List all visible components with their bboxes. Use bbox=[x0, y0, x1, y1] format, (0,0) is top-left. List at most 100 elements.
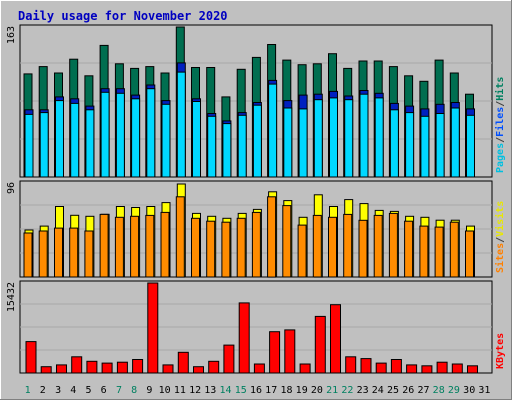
bar-kbytes-21 bbox=[330, 304, 341, 374]
bar-sites-26 bbox=[404, 220, 414, 278]
bar-pages-12 bbox=[192, 101, 201, 178]
bar-pages-1 bbox=[24, 113, 34, 178]
legend-entry: / bbox=[495, 137, 506, 143]
bar-pages-5 bbox=[85, 109, 95, 178]
bar-sites-12 bbox=[191, 217, 200, 278]
bar-pages-6 bbox=[100, 91, 110, 178]
bar-kbytes-7 bbox=[116, 361, 128, 374]
bar-kbytes-1 bbox=[25, 341, 37, 374]
bar-kbytes-16 bbox=[253, 363, 265, 374]
bar-kbytes-4 bbox=[71, 356, 83, 374]
bar-sites-13 bbox=[206, 220, 216, 278]
bar-sites-24 bbox=[373, 214, 383, 278]
bar-sites-23 bbox=[358, 219, 368, 278]
x-tick-label-22: 22 bbox=[341, 385, 353, 396]
bar-sites-21 bbox=[328, 216, 337, 278]
x-tick-label-8: 8 bbox=[131, 385, 137, 396]
panel-legend: Pages/Files/Hits bbox=[494, 77, 506, 173]
bar-pages-21 bbox=[329, 97, 338, 178]
x-tick-label-12: 12 bbox=[189, 385, 201, 396]
x-tick-label-9: 9 bbox=[146, 385, 152, 396]
bar-pages-10 bbox=[161, 103, 171, 178]
bar-kbytes-28 bbox=[436, 361, 448, 374]
bar-sites-22 bbox=[343, 213, 353, 278]
bar-sites-17 bbox=[267, 196, 277, 278]
bar-sites-5 bbox=[84, 230, 94, 278]
bar-kbytes-30 bbox=[467, 365, 478, 374]
x-tick-label-14: 14 bbox=[219, 385, 231, 396]
bar-sites-2 bbox=[38, 230, 48, 278]
bar-kbytes-14 bbox=[223, 344, 235, 374]
bar-sites-14 bbox=[221, 221, 231, 278]
legend-entry: KBytes bbox=[495, 333, 506, 369]
bar-kbytes-8 bbox=[132, 359, 144, 374]
bar-pages-25 bbox=[389, 109, 399, 178]
x-tick-label-5: 5 bbox=[85, 385, 91, 396]
x-tick-label-10: 10 bbox=[159, 385, 171, 396]
bar-sites-9 bbox=[145, 214, 155, 278]
bar-sites-4 bbox=[69, 227, 79, 278]
bar-kbytes-17 bbox=[269, 331, 281, 374]
bar-sites-25 bbox=[388, 212, 398, 278]
bar-pages-14 bbox=[222, 123, 232, 178]
bar-pages-20 bbox=[313, 99, 323, 178]
bar-kbytes-5 bbox=[86, 360, 98, 374]
bar-pages-29 bbox=[450, 107, 460, 178]
legend-entry: Sites bbox=[494, 243, 506, 273]
x-tick-label-4: 4 bbox=[70, 385, 76, 396]
bar-kbytes-23 bbox=[360, 358, 372, 374]
bar-pages-8 bbox=[131, 98, 141, 178]
bar-pages-22 bbox=[344, 99, 354, 178]
x-tick-label-21: 21 bbox=[326, 385, 338, 396]
bar-pages-17 bbox=[268, 83, 278, 178]
bar-pages-11 bbox=[176, 71, 186, 178]
bar-kbytes-25 bbox=[390, 359, 402, 374]
bar-pages-27 bbox=[420, 115, 430, 178]
x-tick-label-28: 28 bbox=[433, 385, 445, 396]
x-tick-label-6: 6 bbox=[101, 385, 107, 396]
x-tick-label-17: 17 bbox=[265, 385, 277, 396]
bar-kbytes-18 bbox=[284, 329, 296, 374]
x-tick-label-16: 16 bbox=[250, 385, 262, 396]
x-tick-label-23: 23 bbox=[357, 385, 369, 396]
bar-sites-3 bbox=[54, 227, 63, 278]
bar-kbytes-15 bbox=[238, 302, 250, 374]
bar-pages-4 bbox=[70, 102, 80, 178]
x-tick-label-3: 3 bbox=[55, 385, 61, 396]
bar-pages-13 bbox=[207, 115, 217, 178]
bar-sites-11 bbox=[175, 196, 185, 278]
panel-max-label: 96 bbox=[6, 182, 17, 194]
x-tick-label-19: 19 bbox=[296, 385, 308, 396]
panel-kbytes: 15432 KBytes bbox=[6, 280, 506, 374]
bar-pages-30 bbox=[466, 114, 475, 178]
bar-pages-26 bbox=[405, 112, 415, 178]
bar-kbytes-10 bbox=[162, 364, 174, 374]
legend-entry: Hits bbox=[494, 77, 506, 101]
bar-sites-8 bbox=[130, 215, 140, 278]
bar-kbytes-29 bbox=[451, 363, 463, 374]
bar-kbytes-20 bbox=[314, 315, 326, 374]
bar-kbytes-13 bbox=[208, 360, 220, 374]
bar-kbytes-26 bbox=[406, 364, 418, 374]
bar-sites-7 bbox=[114, 216, 124, 278]
panel-max-label: 15432 bbox=[6, 282, 17, 312]
x-tick-label-1: 1 bbox=[25, 385, 31, 396]
panel-legend: Sites/Visits bbox=[494, 201, 506, 273]
bar-sites-19 bbox=[297, 224, 307, 278]
x-tick-label-27: 27 bbox=[417, 385, 429, 396]
x-axis-labels: 1 2 3 4 5 6 7 8 9 10 11 12 13 14 15 16 17 18 19 20 21 22 23 24 2… bbox=[25, 385, 491, 396]
bar-pages-19 bbox=[298, 108, 308, 178]
bar-sites-27 bbox=[419, 225, 429, 278]
x-tick-label-29: 29 bbox=[448, 385, 460, 396]
bar-kbytes-3 bbox=[56, 364, 67, 374]
chart-title: Daily usage for November 2020 bbox=[18, 9, 228, 23]
bar-sites-20 bbox=[312, 214, 322, 278]
panel-max-label: 163 bbox=[6, 26, 17, 44]
bar-sites-15 bbox=[236, 217, 246, 278]
bar-pages-23 bbox=[359, 93, 369, 178]
bar-pages-18 bbox=[283, 107, 293, 178]
bar-kbytes-19 bbox=[299, 363, 311, 374]
bar-sites-29 bbox=[449, 221, 459, 278]
x-tick-label-24: 24 bbox=[372, 385, 384, 396]
